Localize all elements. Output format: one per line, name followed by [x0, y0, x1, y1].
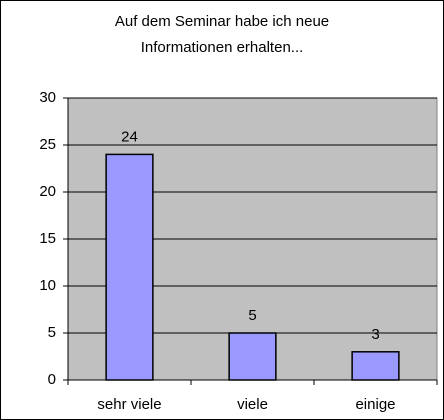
y-tick-label: 10 [39, 277, 56, 294]
chart-title-line: Informationen erhalten... [141, 39, 304, 56]
bar [228, 332, 277, 381]
bar [105, 153, 154, 381]
y-tick-label: 5 [48, 324, 56, 341]
x-tick-label: einige [355, 396, 395, 413]
data-label: 3 [371, 326, 379, 343]
y-tick-label: 20 [39, 183, 56, 200]
data-label: 24 [121, 128, 138, 145]
y-tick-label: 25 [39, 136, 56, 153]
y-tick-label: 15 [39, 230, 56, 247]
y-tick-label: 30 [39, 89, 56, 106]
x-tick-label: viele [237, 396, 268, 413]
x-tick-label: sehr viele [97, 396, 161, 413]
data-label: 5 [248, 307, 256, 324]
y-tick-label: 0 [48, 371, 56, 388]
bar [351, 351, 400, 381]
chart-title-line: Auf dem Seminar habe ich neue [115, 13, 329, 30]
